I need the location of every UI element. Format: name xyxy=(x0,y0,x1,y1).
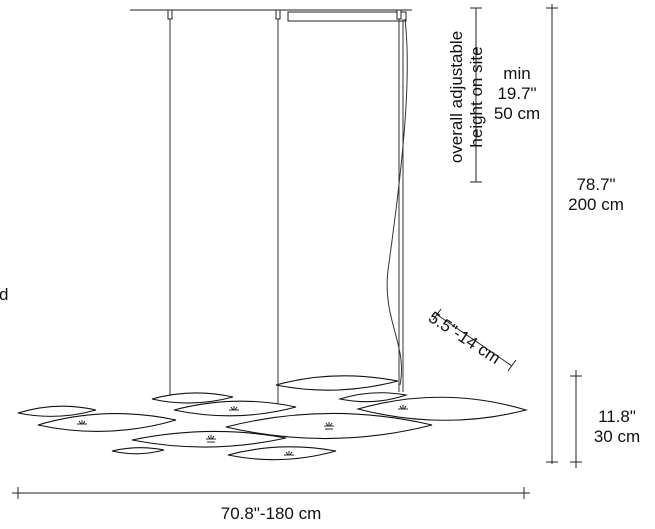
leaf-shape xyxy=(111,447,165,455)
total-cm-value: 200 cm xyxy=(568,195,624,214)
canopy-cap-right xyxy=(396,9,402,20)
leaf-shape xyxy=(173,400,297,417)
total-inch-value: 78.7" xyxy=(576,175,616,194)
leaf-shape xyxy=(17,405,97,417)
led-emitter-icon xyxy=(284,451,294,456)
total-height-label: 78.7" 200 cm xyxy=(556,175,636,215)
min-word: min xyxy=(503,64,531,83)
led-emitter-icon xyxy=(324,422,334,430)
canopy-rail xyxy=(287,11,407,22)
leaf-size-dimension xyxy=(432,308,517,372)
min-inch-value: 19.7" xyxy=(497,84,537,103)
cut-off-letter: d xyxy=(0,285,9,304)
thickness-inch-value: 11.8" xyxy=(598,407,636,426)
leaf-shape xyxy=(275,375,399,391)
min-height-dimension xyxy=(470,7,482,183)
led-emitter-icon xyxy=(77,420,87,425)
min-cm-value: 50 cm xyxy=(493,104,541,123)
canopy-cap-left xyxy=(167,9,173,20)
total-height-dimension xyxy=(546,4,558,464)
leaf-shape xyxy=(337,392,407,403)
thickness-cm-value: 30 cm xyxy=(593,427,641,446)
leaf-shape xyxy=(37,413,177,432)
canopy-cap-middle xyxy=(275,9,281,20)
thickness-label: 11.8" 30 cm xyxy=(582,407,652,447)
width-dimension xyxy=(12,487,530,499)
min-height-label: min 19.7" 50 cm xyxy=(482,64,552,124)
adjustable-label-line1: overall adjustable xyxy=(447,30,466,164)
leaf-shape xyxy=(355,396,529,421)
leaf-cluster xyxy=(17,375,529,461)
led-emitter-icon xyxy=(206,435,216,443)
width-label: 70.8"-180 cm xyxy=(220,504,322,523)
power-cable xyxy=(386,18,408,386)
leaf-shape xyxy=(227,446,337,461)
led-emitter-icon xyxy=(229,406,239,411)
led-emitter-icon xyxy=(398,405,408,410)
led-emitters xyxy=(77,405,408,456)
thickness-dimension xyxy=(570,370,582,468)
leaf-shape xyxy=(151,392,234,404)
